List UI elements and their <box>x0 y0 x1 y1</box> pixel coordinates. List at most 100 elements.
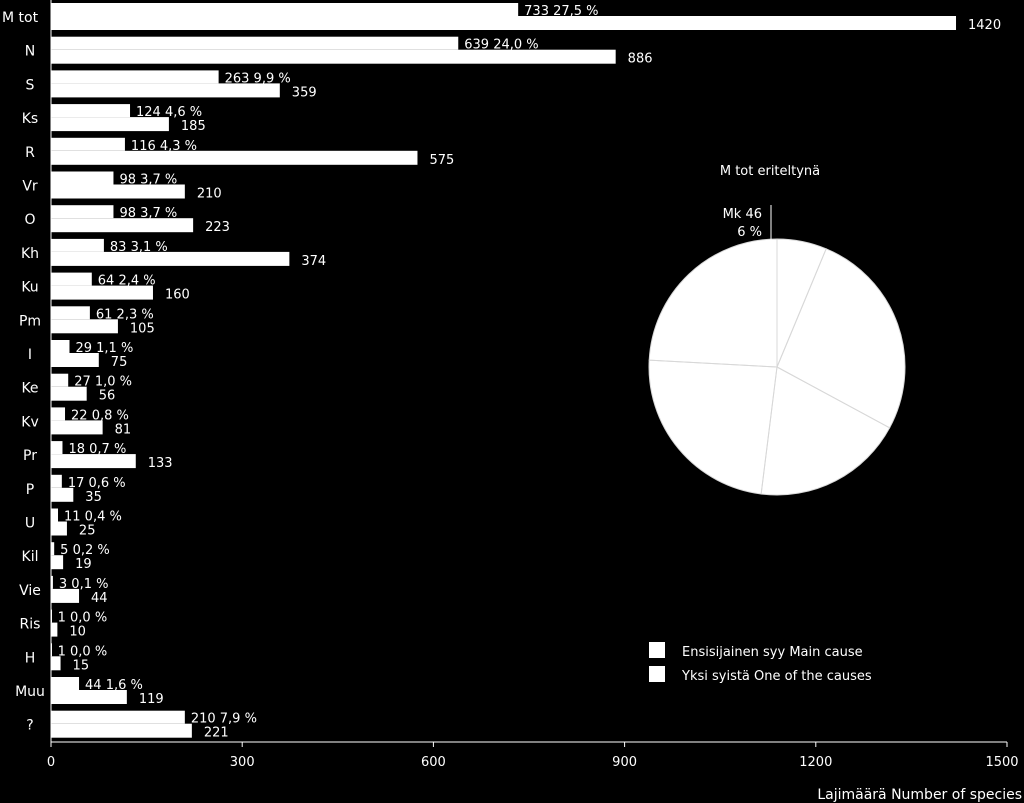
bar-one-of-causes-label: 133 <box>148 456 173 471</box>
x-axis: 0 300 600 900 1200 1500 <box>47 0 1019 770</box>
bar-main-cause-label: 22 0,8 % <box>71 408 129 423</box>
bar-one-of-causes-label: 56 <box>99 389 116 404</box>
bar-main-cause-label: 639 24,0 % <box>464 38 538 53</box>
category-label: Ris <box>20 617 41 633</box>
bar-main-cause <box>51 306 90 320</box>
bar-main-cause-label: 64 2,4 % <box>98 274 156 289</box>
bar-main-cause <box>51 238 104 252</box>
category-label: M tot <box>2 10 39 26</box>
category-label: Vie <box>19 583 41 599</box>
pie-slices: Mk 46 6 % <box>648 205 906 496</box>
bar-main-cause <box>51 407 66 421</box>
category-label: Kv <box>21 414 38 430</box>
bar-main-cause-label: 1 0,0 % <box>58 611 108 626</box>
bar-one-of-causes-label: 25 <box>79 524 96 539</box>
bar-main-cause <box>51 70 219 84</box>
category-label: Pr <box>23 448 37 464</box>
legend-swatch-main-cause <box>649 642 665 658</box>
bar-one-of-causes <box>51 487 74 502</box>
bar-main-cause-label: 98 3,7 % <box>119 206 177 221</box>
x-tick-label: 0 <box>47 755 55 770</box>
bar-one-of-causes <box>51 251 290 266</box>
bar-main-cause-label: 11 0,4 % <box>64 510 122 525</box>
bar-one-of-causes-label: 10 <box>69 625 86 640</box>
bar-one-of-causes <box>51 150 418 165</box>
bar-one-of-causes <box>51 184 185 199</box>
category-label: Kh <box>21 246 39 262</box>
bar-main-cause-label: 27 1,0 % <box>74 375 132 390</box>
bar-one-of-causes-label: 185 <box>181 119 206 134</box>
bar-one-of-causes <box>51 83 280 98</box>
bar-main-cause <box>51 3 519 16</box>
bar-main-cause-label: 733 27,5 % <box>524 4 598 19</box>
bar-main-cause <box>51 710 185 724</box>
bar-one-of-causes <box>51 319 118 334</box>
category-label: Ks <box>22 111 38 127</box>
x-tick-label: 900 <box>612 755 637 770</box>
bar-one-of-causes-label: 221 <box>204 726 229 741</box>
bar-main-cause-label: 1 0,0 % <box>58 644 108 659</box>
bar-one-of-causes <box>51 622 58 637</box>
bar-main-cause <box>51 373 69 387</box>
bar-main-cause-label: 210 7,9 % <box>191 712 257 727</box>
pie-slice <box>760 366 891 496</box>
category-label: H <box>25 650 36 666</box>
bar-one-of-causes-label: 210 <box>197 187 222 202</box>
pie-slice <box>648 359 778 495</box>
bar-main-cause <box>51 36 459 50</box>
x-tick-label: 1200 <box>799 755 832 770</box>
bar-one-of-causes-label: 105 <box>130 321 155 336</box>
bar-one-of-causes <box>51 420 103 435</box>
bar-one-of-causes <box>51 690 127 704</box>
pie-slice <box>776 248 906 429</box>
bar-one-of-causes <box>51 117 169 132</box>
legend-label-one-of-causes: Yksi syistä One of the causes <box>681 669 872 684</box>
bar-main-cause-label: 61 2,3 % <box>96 307 154 322</box>
bar-main-cause <box>51 575 53 589</box>
bar-main-cause <box>51 272 92 286</box>
bar-one-of-causes-label: 575 <box>429 153 454 168</box>
category-label: P <box>26 482 34 498</box>
category-label: N <box>25 44 35 60</box>
bar-one-of-causes <box>51 656 61 671</box>
bar-main-cause <box>51 542 55 556</box>
bar-main-cause-label: 17 0,6 % <box>68 476 126 491</box>
bar-main-cause-label: 263 9,9 % <box>225 71 291 86</box>
category-label: R <box>25 145 35 161</box>
bar-one-of-causes <box>51 218 194 233</box>
x-tick-label: 1500 <box>985 755 1018 770</box>
bar-main-cause <box>51 474 62 488</box>
pie-slice-label: Mk 46 <box>723 207 762 222</box>
pie-title: M tot eriteltynä <box>720 164 820 179</box>
bar-main-cause <box>51 340 70 353</box>
pie-slice-percent: 6 % <box>737 225 762 240</box>
bar-main-cause-label: 98 3,7 % <box>119 173 177 188</box>
bar-one-of-causes <box>51 285 153 300</box>
category-label: Pm <box>19 313 41 329</box>
bar-one-of-causes <box>51 353 99 367</box>
bar-one-of-causes-label: 44 <box>91 591 108 606</box>
category-label: U <box>25 516 35 532</box>
x-tick-label: 600 <box>421 755 446 770</box>
legend: Ensisijainen syy Main cause Yksi syistä … <box>649 642 872 684</box>
bar-chart: M tot 733 27,5 % 1420 N 639 24,0 % 886 S 263 9,… <box>2 3 1001 741</box>
category-label: ? <box>26 718 33 734</box>
pie-slice <box>648 238 778 368</box>
bar-one-of-causes-label: 374 <box>301 254 326 269</box>
bar-one-of-causes-label: 75 <box>111 355 128 370</box>
bar-one-of-causes-label: 160 <box>165 288 190 303</box>
bar-main-cause <box>51 171 114 185</box>
bar-one-of-causes-label: 886 <box>628 52 653 67</box>
bar-one-of-causes <box>51 49 616 64</box>
bar-one-of-causes-label: 223 <box>205 220 230 235</box>
category-label: Vr <box>22 179 38 195</box>
bar-one-of-causes-label: 1420 <box>968 18 1001 33</box>
bar-main-cause-label: 116 4,3 % <box>131 139 197 154</box>
category-label: S <box>26 77 35 93</box>
pie-chart: M tot eriteltynä Mk 46 6 % <box>648 164 906 496</box>
bar-one-of-causes-label: 81 <box>115 422 132 437</box>
bar-one-of-causes <box>51 386 87 401</box>
bar-main-cause-label: 83 3,1 % <box>110 240 168 255</box>
category-label: Kil <box>22 549 39 565</box>
